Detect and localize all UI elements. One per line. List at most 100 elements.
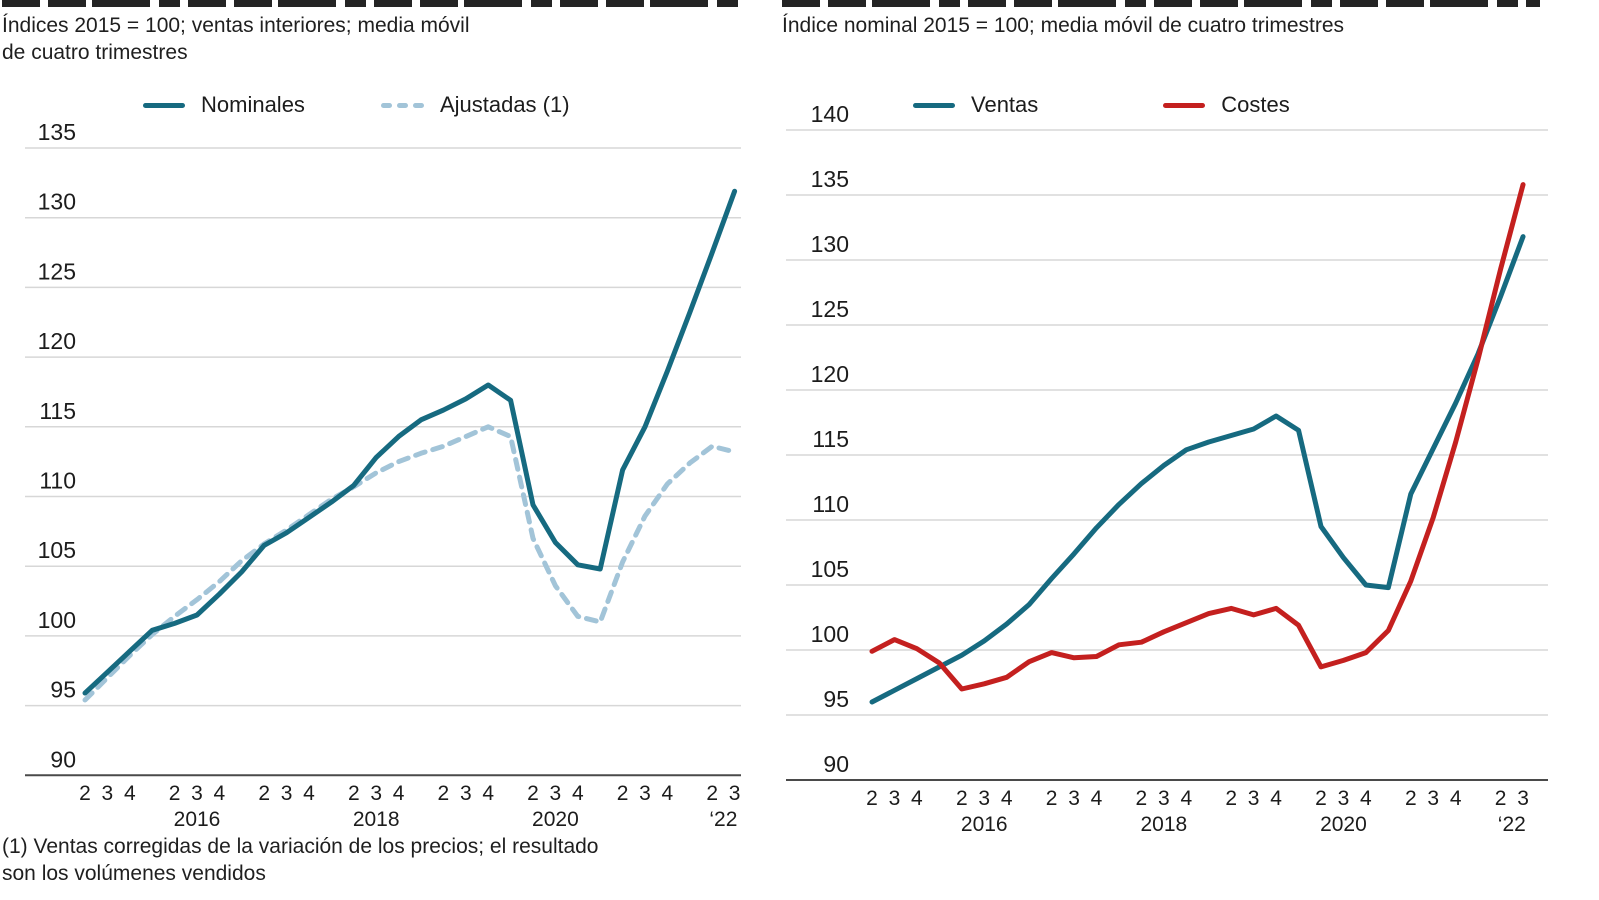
- x-year-label: 2020: [1320, 813, 1367, 836]
- x-quarter-label: 3: [1068, 787, 1080, 810]
- x-year-label: 2018: [1140, 813, 1187, 836]
- right-chart-subtitle: Índice nominal 2015 = 100; media móvil d…: [782, 12, 1344, 39]
- series-line-ajustadas-1-: [82, 424, 738, 703]
- x-quarter-label: 2: [956, 787, 968, 810]
- series-line-ventas: [869, 234, 1526, 705]
- left-chart-subtitle: Índices 2015 = 100; ventas interiores; m…: [2, 12, 470, 66]
- x-quarter-label: 3: [1158, 787, 1170, 810]
- x-quarter-label: 3: [370, 782, 382, 805]
- x-quarter-label: 2: [79, 782, 91, 805]
- cropped-title-strip-right: [782, 0, 1540, 7]
- cropped-title-strip-left: [2, 0, 742, 7]
- legend-label: Ajustadas (1): [439, 92, 570, 117]
- legend-item-costes: Costes: [1163, 92, 1290, 118]
- y-tick-label: 115: [812, 426, 849, 452]
- x-quarter-label: 4: [1180, 787, 1192, 810]
- x-quarter-label: 3: [978, 787, 990, 810]
- x-quarter-label: 3: [460, 782, 472, 805]
- y-tick-label: 100: [811, 621, 849, 647]
- y-tick-label: 125: [811, 296, 849, 322]
- solid-line-swatch: [1163, 102, 1206, 108]
- legend-item-nominales: Nominales: [143, 92, 305, 118]
- solid-line-swatch: [913, 102, 955, 108]
- x-quarter-label: 3: [639, 782, 651, 805]
- y-tick-label: 105: [38, 537, 76, 563]
- x-quarter-label: 3: [1517, 787, 1529, 810]
- x-quarter-label: 4: [214, 782, 226, 805]
- x-quarter-label: 3: [1338, 787, 1350, 810]
- right-chart-subtitle-line1: Índice nominal 2015 = 100; media móvil d…: [782, 14, 1345, 37]
- x-quarter-label: 2: [1225, 787, 1237, 810]
- series-line-nominales: [82, 188, 738, 696]
- x-quarter-label: 2: [348, 782, 360, 805]
- x-quarter-label: 3: [550, 782, 562, 805]
- y-tick-label: 90: [50, 746, 76, 772]
- left-chart-subtitle-line1: Índices 2015 = 100; ventas interiores; m…: [2, 14, 470, 37]
- y-tick-label: 95: [50, 677, 76, 703]
- x-quarter-label: 4: [124, 782, 136, 805]
- y-tick-label: 105: [811, 556, 849, 582]
- x-quarter-label: 3: [102, 782, 114, 805]
- y-tick-label: 95: [823, 686, 849, 712]
- y-tick-label: 90: [823, 751, 849, 777]
- x-quarter-label: 3: [1248, 787, 1260, 810]
- x-quarter-label: 4: [1091, 787, 1103, 810]
- x-year-label: 2016: [174, 808, 221, 831]
- x-quarter-label: 2: [1046, 787, 1058, 810]
- footnote: (1) Ventas corregidas de la variación de…: [2, 833, 772, 887]
- x-year-label: 2016: [961, 813, 1008, 836]
- x-year-label: ‘22: [1498, 813, 1526, 836]
- x-year-label: ‘22: [709, 808, 737, 831]
- x-quarter-label: 3: [889, 787, 901, 810]
- legend-label: Nominales: [201, 92, 305, 117]
- y-tick-label: 125: [38, 258, 76, 284]
- x-quarter-label: 4: [303, 782, 315, 805]
- x-quarter-label: 4: [662, 782, 674, 805]
- x-quarter-label: 4: [1360, 787, 1372, 810]
- left-chart-legend: Nominales Ajustadas (1): [143, 92, 570, 118]
- legend-item-ajustadas: Ajustadas (1): [380, 92, 570, 118]
- x-quarter-label: 4: [1270, 787, 1282, 810]
- legend-label: Ventas: [971, 92, 1039, 117]
- x-quarter-label: 4: [482, 782, 494, 805]
- x-quarter-label: 3: [191, 782, 203, 805]
- x-quarter-label: 3: [729, 782, 741, 805]
- x-quarter-label: 2: [617, 782, 629, 805]
- x-quarter-label: 2: [438, 782, 450, 805]
- x-quarter-label: 4: [393, 782, 405, 805]
- x-quarter-label: 2: [258, 782, 270, 805]
- x-quarter-label: 2: [1315, 787, 1327, 810]
- right-chart-legend: Ventas Costes: [913, 92, 1290, 118]
- x-quarter-label: 2: [1495, 787, 1507, 810]
- x-quarter-label: 2: [527, 782, 539, 805]
- dashed-line-swatch: [380, 102, 424, 108]
- y-tick-label: 120: [811, 361, 849, 387]
- x-quarter-label: 3: [281, 782, 293, 805]
- y-tick-label: 115: [39, 398, 76, 424]
- footnote-line2: son los volúmenes vendidos: [2, 862, 266, 885]
- y-tick-label: 130: [811, 231, 849, 257]
- x-quarter-label: 2: [1405, 787, 1417, 810]
- x-quarter-label: 4: [1001, 787, 1013, 810]
- y-tick-label: 135: [38, 119, 76, 145]
- x-quarter-label: 2: [169, 782, 181, 805]
- y-tick-label: 130: [38, 189, 76, 215]
- y-tick-label: 110: [39, 468, 76, 494]
- legend-item-ventas: Ventas: [913, 92, 1038, 118]
- series-line-costes: [869, 182, 1526, 692]
- x-quarter-label: 2: [866, 787, 878, 810]
- x-quarter-label: 4: [572, 782, 584, 805]
- left-chart-subtitle-line2: de cuatro trimestres: [2, 41, 188, 64]
- x-quarter-label: 2: [706, 782, 718, 805]
- x-quarter-label: 2: [1136, 787, 1148, 810]
- y-tick-label: 100: [38, 607, 76, 633]
- x-year-label: 2020: [532, 808, 579, 831]
- x-year-label: 2018: [353, 808, 400, 831]
- x-quarter-label: 4: [1450, 787, 1462, 810]
- x-quarter-label: 4: [911, 787, 923, 810]
- y-tick-label: 135: [811, 166, 849, 192]
- legend-label: Costes: [1221, 92, 1290, 117]
- solid-line-swatch: [143, 102, 185, 108]
